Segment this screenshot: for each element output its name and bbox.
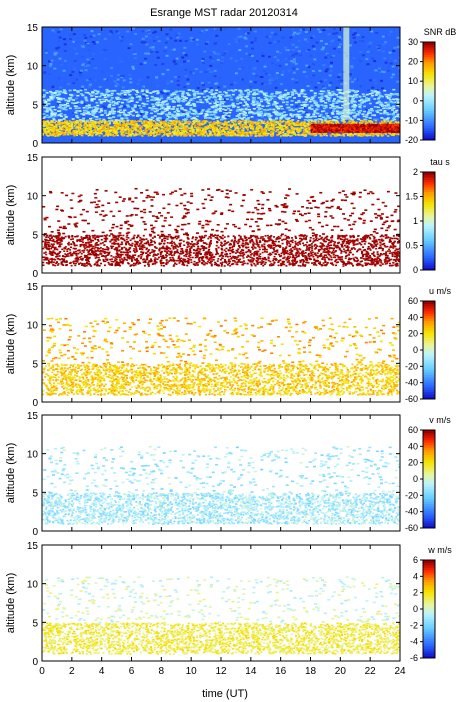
- y-axis-label: altitude (km): [5, 314, 17, 375]
- colorbar-tick-label: 6: [413, 555, 418, 565]
- panel-4: 0 5 10 15 altitude (km) v m/s 60 40 20 0 -20 -40 -60: [5, 411, 451, 538]
- colorbar-3: u m/s 60 40 20 0 -20 -40 -60: [405, 286, 452, 404]
- colorbar-tick-label: -60: [405, 523, 418, 533]
- colorbar-tick-label: 10: [408, 76, 418, 86]
- x-tick-label: 10: [186, 666, 198, 677]
- colorbar-tick-label: 2: [413, 588, 418, 598]
- x-tick-label: 6: [129, 666, 135, 677]
- x-tick-label: 4: [99, 666, 105, 677]
- panel-2: 0 5 10 15 altitude (km) tau s 2 1.5 1 0.5 0: [5, 153, 450, 280]
- y-tick-label: 10: [27, 192, 39, 203]
- colorbar-tick-label: -60: [405, 394, 418, 404]
- colorbar-label: tau s: [430, 157, 450, 167]
- colorbar-label: SNR dB: [424, 27, 457, 37]
- x-tick-label: 16: [275, 666, 287, 677]
- y-tick-label: 10: [27, 580, 39, 591]
- y-tick-label: 15: [27, 23, 39, 34]
- colorbar-tick-label: -2: [410, 620, 418, 630]
- y-tick-label: 5: [32, 100, 38, 111]
- y-tick-label: 5: [32, 488, 38, 499]
- y-tick-label: 10: [27, 450, 39, 461]
- colorbar-tick-label: -20: [405, 490, 418, 500]
- panel-3-field: [42, 286, 400, 402]
- colorbar-tick-label: 4: [413, 571, 418, 581]
- y-tick-label: 5: [32, 618, 38, 629]
- colorbar-tick-label: 30: [408, 37, 418, 47]
- x-tick-label: 2: [69, 666, 75, 677]
- colorbar-tick-label: 0: [413, 604, 418, 614]
- colorbar-1: SNR dB 30 20 10 0 -10 -20: [405, 27, 456, 145]
- colorbar-tick-label: -6: [410, 653, 418, 663]
- y-tick-label: 0: [32, 269, 38, 280]
- y-tick-label: 15: [27, 282, 39, 293]
- y-axis-label: altitude (km): [5, 573, 17, 634]
- colorbar-tick-label: 0: [413, 96, 418, 106]
- panel-5-field: [42, 545, 400, 661]
- x-tick-label: 12: [215, 666, 227, 677]
- colorbar-tick-label: -40: [405, 378, 418, 388]
- y-tick-label: 10: [27, 321, 39, 332]
- x-tick-label: 0: [39, 666, 45, 677]
- y-axis-label: altitude (km): [5, 443, 17, 504]
- y-tick-label: 5: [32, 359, 38, 370]
- colorbar-tick-label: 60: [408, 425, 418, 435]
- colorbar-label: u m/s: [429, 286, 452, 296]
- x-tick-label: 8: [159, 666, 165, 677]
- colorbar-tick-label: 0: [413, 265, 418, 275]
- colorbar-label: v m/s: [429, 415, 451, 425]
- colorbar-tick-label: 40: [408, 312, 418, 322]
- panel-3: 0 5 10 15 altitude (km) u m/s 60 40 20 0 -20 -40 -60: [5, 282, 451, 409]
- panel-5: 0 5 10 15 altitude (km) w m/s 6 4 2 0 -2 -4 -6: [5, 541, 452, 668]
- panel-4-field: [42, 415, 400, 531]
- colorbar-tick-label: 20: [408, 458, 418, 468]
- y-axis-label: altitude (km): [5, 55, 17, 116]
- y-tick-label: 0: [32, 527, 38, 538]
- colorbar-tick-label: 0.5: [405, 241, 418, 251]
- y-tick-label: 10: [27, 62, 39, 73]
- time-axis: 0 2 4 6 8 10 12 14 16 18 20 22 24: [39, 666, 406, 677]
- colorbar-tick-label: -10: [405, 115, 418, 125]
- figure-title: Esrange MST radar 20120314: [150, 7, 298, 19]
- x-tick-label: 24: [394, 666, 406, 677]
- panel-1-field: [42, 27, 400, 143]
- x-tick-label: 18: [305, 666, 317, 677]
- y-axis-label: altitude (km): [5, 185, 17, 246]
- colorbar-tick-label: 20: [408, 57, 418, 67]
- colorbar-tick-label: 0: [413, 474, 418, 484]
- colorbar-tick-label: 20: [408, 329, 418, 339]
- x-tick-label: 22: [365, 666, 377, 677]
- x-axis-label: time (UT): [202, 688, 248, 700]
- colorbar-tick-label: 1: [413, 216, 418, 226]
- panel-2-field: [42, 157, 400, 273]
- colorbar-4: v m/s 60 40 20 0 -20 -40 -60: [405, 415, 451, 533]
- colorbar-tick-label: -20: [405, 361, 418, 371]
- colorbar-5: w m/s 6 4 2 0 -2 -4 -6: [410, 545, 452, 663]
- colorbar-tick-label: 60: [408, 296, 418, 306]
- y-tick-label: 0: [32, 657, 38, 668]
- panel-1: 0 5 10 15 altitude (km) SNR dB 30 20 10 0 -10 -20: [5, 23, 456, 150]
- colorbar-tick-label: -4: [410, 637, 418, 647]
- x-tick-label: 14: [245, 666, 257, 677]
- colorbar-tick-label: 40: [408, 441, 418, 451]
- y-tick-label: 0: [32, 398, 38, 409]
- y-tick-label: 15: [27, 411, 39, 422]
- colorbar-tick-label: 2: [413, 167, 418, 177]
- y-tick-label: 15: [27, 541, 39, 552]
- colorbar-label: w m/s: [427, 545, 452, 555]
- colorbar-tick-label: -20: [405, 135, 418, 145]
- colorbar-tick-label: -40: [405, 507, 418, 517]
- y-tick-label: 0: [32, 139, 38, 150]
- y-tick-label: 15: [27, 153, 39, 164]
- x-tick-label: 20: [335, 666, 347, 677]
- colorbar-2: tau s 2 1.5 1 0.5 0: [405, 157, 450, 275]
- colorbar-tick-label: 1.5: [405, 192, 418, 202]
- y-tick-label: 5: [32, 230, 38, 241]
- colorbar-tick-label: 0: [413, 345, 418, 355]
